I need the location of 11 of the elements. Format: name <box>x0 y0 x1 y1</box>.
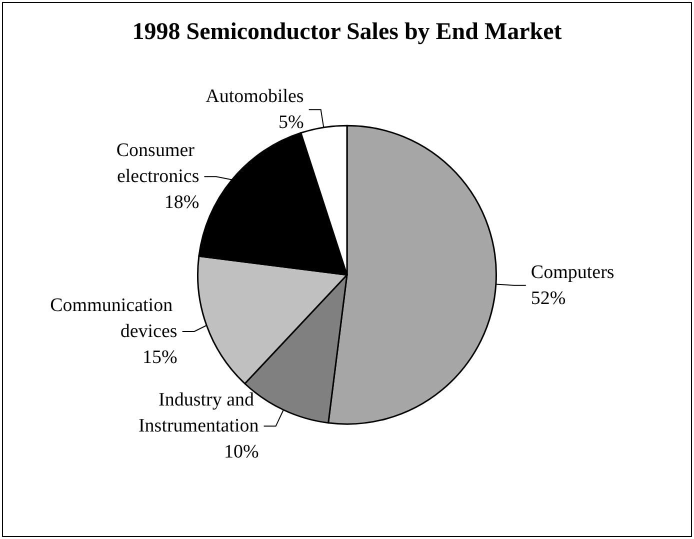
data-label: 15% <box>142 346 178 368</box>
chart-title: 1998 Semiconductor Sales by End Market <box>132 19 562 45</box>
data-label: 5% <box>278 112 304 134</box>
slice-label: Computers <box>530 262 614 283</box>
slice-label: Consumer electronics <box>116 140 200 188</box>
data-label: 18% <box>164 192 200 214</box>
slice-label: Industry and Instrumentation <box>138 390 260 437</box>
data-label: 10% <box>224 442 259 463</box>
data-label: 52% <box>530 288 566 309</box>
slice-label: Communication devices <box>50 294 178 342</box>
slice-label: Automobiles <box>206 86 304 108</box>
